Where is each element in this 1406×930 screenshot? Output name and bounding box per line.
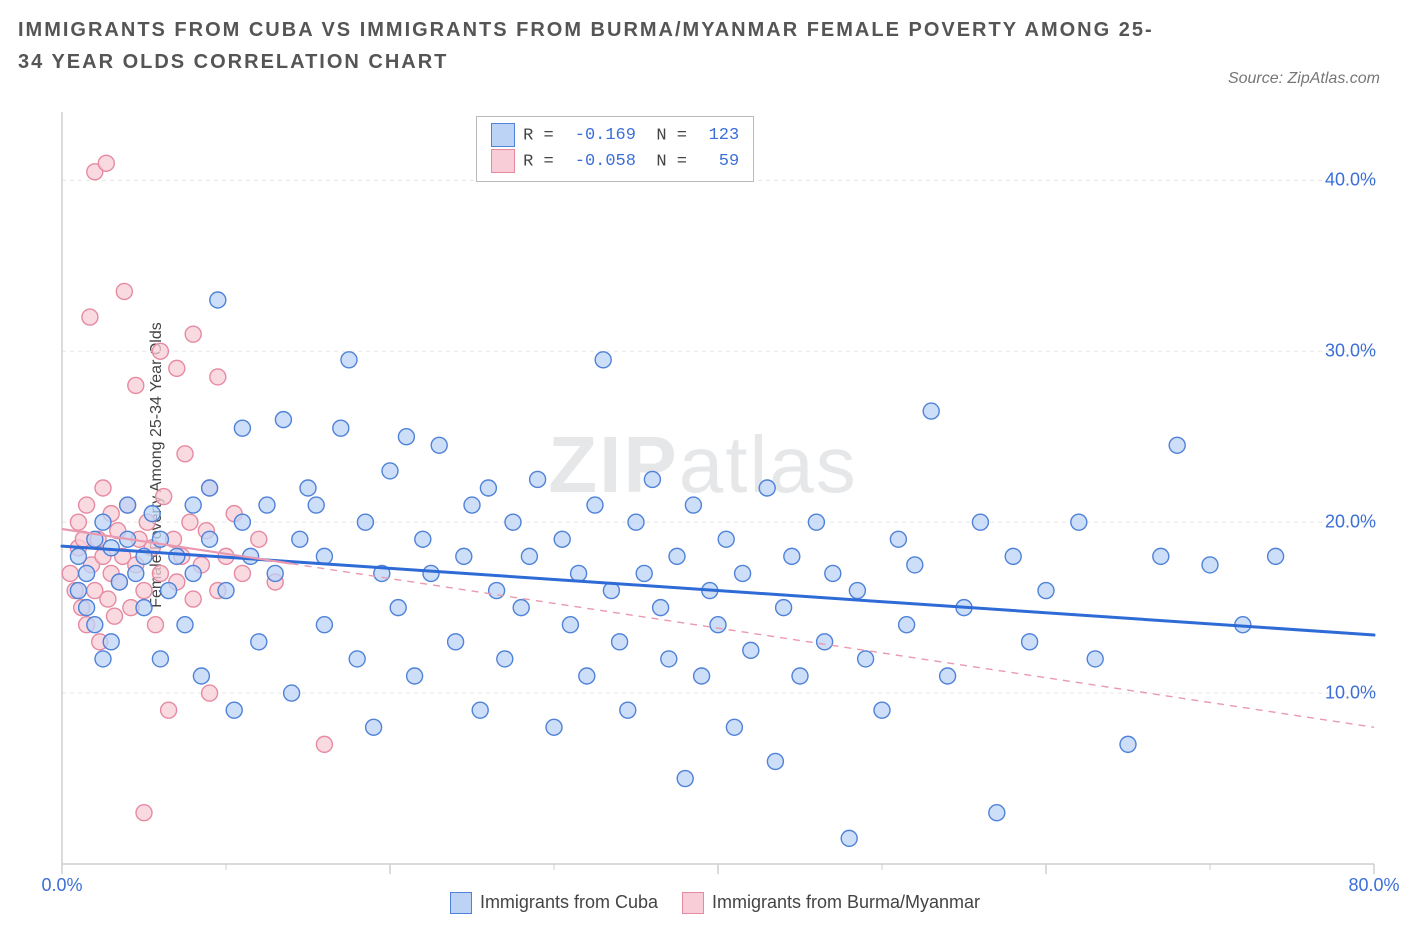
legend-row: R = -0.169 N = 123 xyxy=(491,123,739,149)
stats-legend: R = -0.169 N = 123R = -0.058 N = 59 xyxy=(476,116,754,182)
legend-label: Immigrants from Burma/Myanmar xyxy=(712,892,980,912)
y-tick-label: 10.0% xyxy=(1325,683,1376,704)
x-tick-label: 0.0% xyxy=(41,875,82,896)
legend-row: R = -0.058 N = 59 xyxy=(491,149,739,175)
legend-label: Immigrants from Cuba xyxy=(480,892,658,912)
series-legend: Immigrants from Cuba Immigrants from Burm… xyxy=(0,892,1406,914)
y-tick-label: 40.0% xyxy=(1325,170,1376,191)
y-tick-label: 20.0% xyxy=(1325,512,1376,533)
legend-swatch xyxy=(450,892,472,914)
legend-swatch xyxy=(682,892,704,914)
y-tick-label: 30.0% xyxy=(1325,341,1376,362)
x-tick-label: 80.0% xyxy=(1348,875,1399,896)
